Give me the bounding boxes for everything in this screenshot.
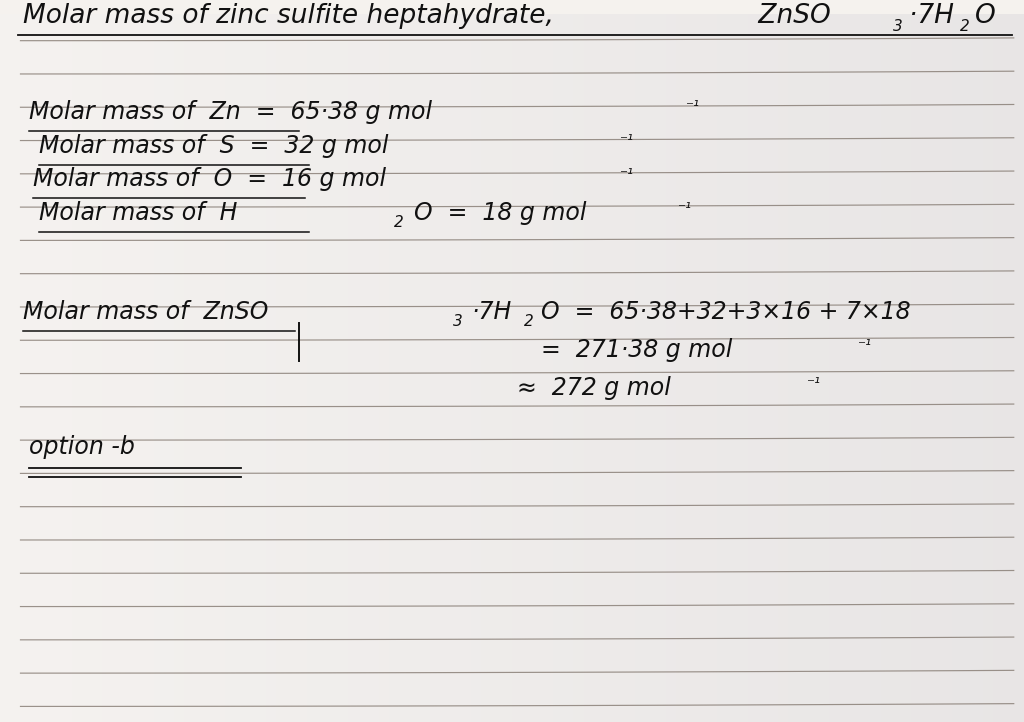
Text: Molar mass of  Zn  =  65·38 g mol: Molar mass of Zn = 65·38 g mol xyxy=(29,100,432,123)
Text: ZnSO: ZnSO xyxy=(750,4,830,30)
Text: ⁻¹: ⁻¹ xyxy=(858,338,872,353)
Text: ⁻¹: ⁻¹ xyxy=(620,134,634,148)
Text: O: O xyxy=(975,4,995,30)
Text: ·7H: ·7H xyxy=(471,300,511,324)
Text: Molar mass of  O  =  16 g mol: Molar mass of O = 16 g mol xyxy=(33,167,386,191)
Text: option -b: option -b xyxy=(29,435,134,458)
Text: 2: 2 xyxy=(959,19,970,35)
Text: 3: 3 xyxy=(893,19,903,35)
Text: 3: 3 xyxy=(453,314,463,329)
Text: O  =  18 g mol: O = 18 g mol xyxy=(414,201,586,225)
Text: ⁻¹: ⁻¹ xyxy=(678,201,692,216)
Text: ⁻¹: ⁻¹ xyxy=(620,167,634,182)
Text: 2: 2 xyxy=(394,215,404,230)
Text: ·7H: ·7H xyxy=(909,4,954,30)
Text: Molar mass of  ZnSO: Molar mass of ZnSO xyxy=(23,300,268,324)
Text: ⁻¹: ⁻¹ xyxy=(807,376,821,391)
Text: O  =  65·38+32+3×16 + 7×18: O = 65·38+32+3×16 + 7×18 xyxy=(541,300,910,324)
Text: Molar mass of  H: Molar mass of H xyxy=(39,201,238,225)
Text: ⁻¹: ⁻¹ xyxy=(686,100,700,114)
Text: =  271·38 g mol: = 271·38 g mol xyxy=(541,338,732,362)
Text: Molar mass of zinc sulfite heptahydrate,: Molar mass of zinc sulfite heptahydrate, xyxy=(23,4,553,30)
Text: Molar mass of  S  =  32 g mol: Molar mass of S = 32 g mol xyxy=(39,134,388,157)
Text: 2: 2 xyxy=(524,314,535,329)
Text: ≈  272 g mol: ≈ 272 g mol xyxy=(517,376,671,401)
